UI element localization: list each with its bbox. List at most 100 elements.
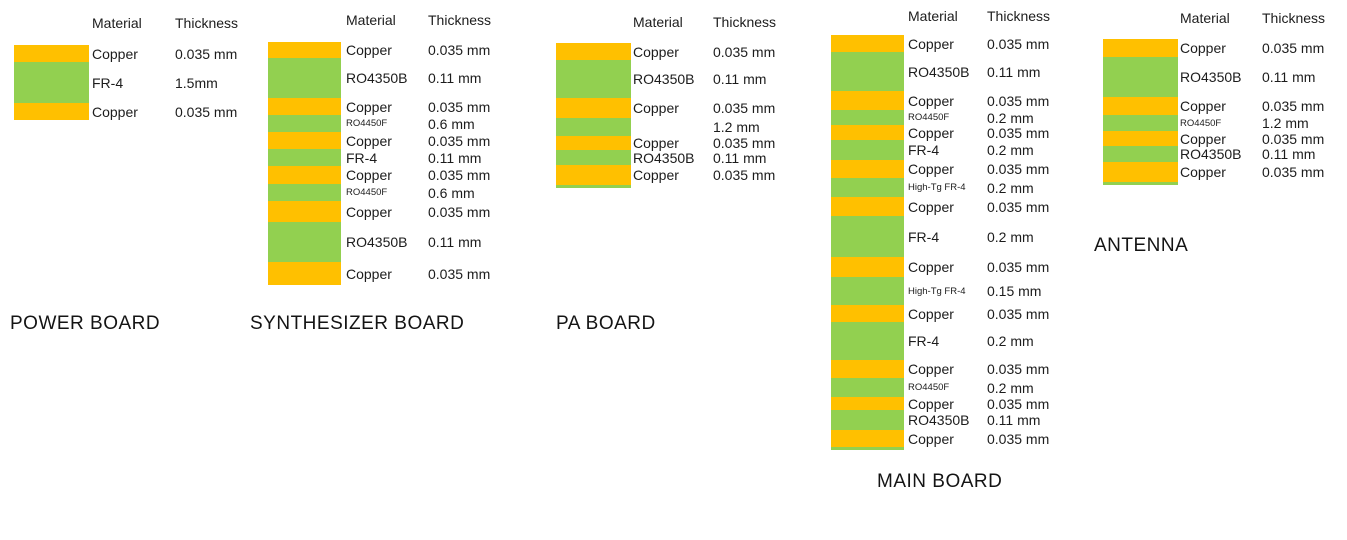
layer-thickness-label: 0.11 mm	[1262, 146, 1316, 162]
layer-thickness-label: 0.035 mm	[1262, 98, 1325, 114]
layer-band-copper	[831, 430, 904, 447]
layer-band-dielectric	[556, 150, 631, 165]
layer-thickness-label: 1.2 mm	[713, 119, 760, 135]
layer-band-copper	[268, 132, 341, 149]
layer-band-dielectric	[556, 60, 631, 98]
layer-thickness-label: 0.035 mm	[987, 305, 1050, 322]
layer-band-dielectric	[1103, 182, 1178, 185]
layer-thickness-label: 0.035 mm	[175, 103, 238, 120]
board-title: PA BOARD	[556, 313, 656, 334]
layer-material-label: RO4350B	[633, 149, 695, 166]
layer-band-dielectric	[1103, 57, 1178, 97]
layer-band-copper	[268, 262, 341, 285]
column-header-thickness: Thickness	[987, 8, 1051, 24]
layer-material-label: RO4450F	[908, 112, 950, 123]
layer-band-copper	[268, 166, 341, 184]
layer-thickness-label: 0.2 mm	[987, 109, 1034, 126]
board-title: MAIN BOARD	[877, 471, 1003, 492]
layer-band-copper	[831, 160, 904, 178]
layer-material-label: Copper	[346, 203, 392, 220]
layer-band-dielectric	[831, 216, 904, 257]
layer-band-copper	[831, 305, 904, 322]
layer-thickness-label: 0.035 mm	[428, 167, 491, 183]
layer-material-label: Copper	[908, 305, 954, 322]
layer-band-copper	[831, 91, 904, 110]
layer-stack	[1103, 39, 1178, 185]
layer-band-copper	[1103, 131, 1178, 146]
layer-band-copper	[268, 98, 341, 115]
layer-band-copper	[831, 125, 904, 140]
layer-thickness-label: 0.11 mm	[1262, 69, 1316, 85]
layer-thickness-label: 0.6 mm	[428, 115, 475, 132]
layer-band-copper	[556, 43, 631, 60]
layer-material-label: RO4350B	[908, 63, 970, 80]
layer-thickness-label: 0.035 mm	[713, 43, 776, 60]
layer-material-label: Copper	[633, 135, 679, 151]
layer-thickness-label: 0.035 mm	[713, 100, 776, 116]
layer-stack	[556, 43, 631, 188]
layer-material-label: Copper	[908, 92, 954, 109]
layer-band-copper	[831, 360, 904, 378]
layer-thickness-label: 0.035 mm	[987, 92, 1050, 109]
layer-thickness-label: 0.035 mm	[987, 161, 1050, 177]
layer-material-label: Copper	[633, 100, 679, 116]
layer-thickness-label: 0.035 mm	[987, 259, 1050, 275]
layer-material-label: RO4450F	[346, 187, 388, 198]
layer-thickness-label: 0.11 mm	[987, 412, 1041, 428]
layer-material-label: Copper	[1180, 130, 1226, 147]
board-title: POWER BOARD	[10, 313, 161, 334]
layer-material-label: High-Tg FR-4	[908, 182, 966, 193]
layer-band-copper	[1103, 39, 1178, 57]
layer-thickness-label: 0.035 mm	[175, 45, 238, 62]
layer-band-dielectric	[831, 277, 904, 305]
layer-band-copper	[268, 201, 341, 222]
layer-material-label: Copper	[908, 430, 954, 447]
layer-thickness-label: 0.035 mm	[1262, 130, 1325, 147]
layer-band-dielectric	[556, 118, 631, 136]
board-title: ANTENNA	[1094, 235, 1189, 256]
layer-material-label: Copper	[908, 198, 954, 215]
layer-material-label: Copper	[633, 43, 679, 60]
layer-material-label: Copper	[92, 45, 138, 62]
layer-material-label: RO4450F	[1180, 117, 1222, 129]
layer-material-label: Copper	[346, 42, 392, 58]
layer-band-copper	[831, 197, 904, 216]
layer-material-label: Copper	[908, 161, 954, 177]
layer-band-dielectric	[831, 410, 904, 430]
layer-material-label: FR-4	[346, 149, 378, 166]
column-header-thickness: Thickness	[428, 12, 492, 28]
layer-thickness-label: 1.5mm	[175, 74, 218, 91]
layer-material-label: Copper	[346, 132, 392, 149]
layer-thickness-label: 0.035 mm	[987, 430, 1050, 447]
layer-band-copper	[831, 35, 904, 52]
layer-thickness-label: 0.11 mm	[428, 70, 482, 86]
layer-thickness-label: 0.2 mm	[987, 142, 1034, 158]
layer-thickness-label: 0.035 mm	[1262, 40, 1325, 56]
layer-band-dielectric	[831, 140, 904, 160]
layer-band-dielectric	[14, 62, 89, 103]
layer-material-label: FR-4	[92, 74, 124, 91]
layer-band-dielectric	[268, 222, 341, 262]
layer-band-copper	[556, 165, 631, 185]
layer-material-label: Copper	[908, 259, 954, 275]
layer-material-label: RO4350B	[1180, 69, 1242, 85]
layer-band-dielectric	[556, 185, 631, 188]
column-header-thickness: Thickness	[175, 15, 239, 31]
layer-stack	[268, 42, 341, 285]
layer-material-label: RO4350B	[346, 70, 408, 86]
column-header-material: Material	[1180, 10, 1230, 26]
layer-thickness-label: 0.2 mm	[987, 379, 1034, 396]
layer-material-label: Copper	[1180, 98, 1226, 114]
layer-thickness-label: 0.035 mm	[987, 198, 1050, 215]
layer-band-copper	[268, 42, 341, 58]
layer-thickness-label: 0.035 mm	[428, 203, 491, 220]
layer-material-label: RO4350B	[633, 71, 695, 87]
layer-band-copper	[831, 257, 904, 277]
layer-thickness-label: 0.035 mm	[428, 98, 491, 115]
layer-material-label: Copper	[1180, 164, 1226, 180]
column-header-material: Material	[908, 8, 958, 24]
layer-band-dielectric	[831, 447, 904, 450]
layer-thickness-label: 0.035 mm	[987, 395, 1050, 412]
layer-band-dielectric	[268, 149, 341, 166]
layer-thickness-label: 0.035 mm	[713, 167, 776, 183]
